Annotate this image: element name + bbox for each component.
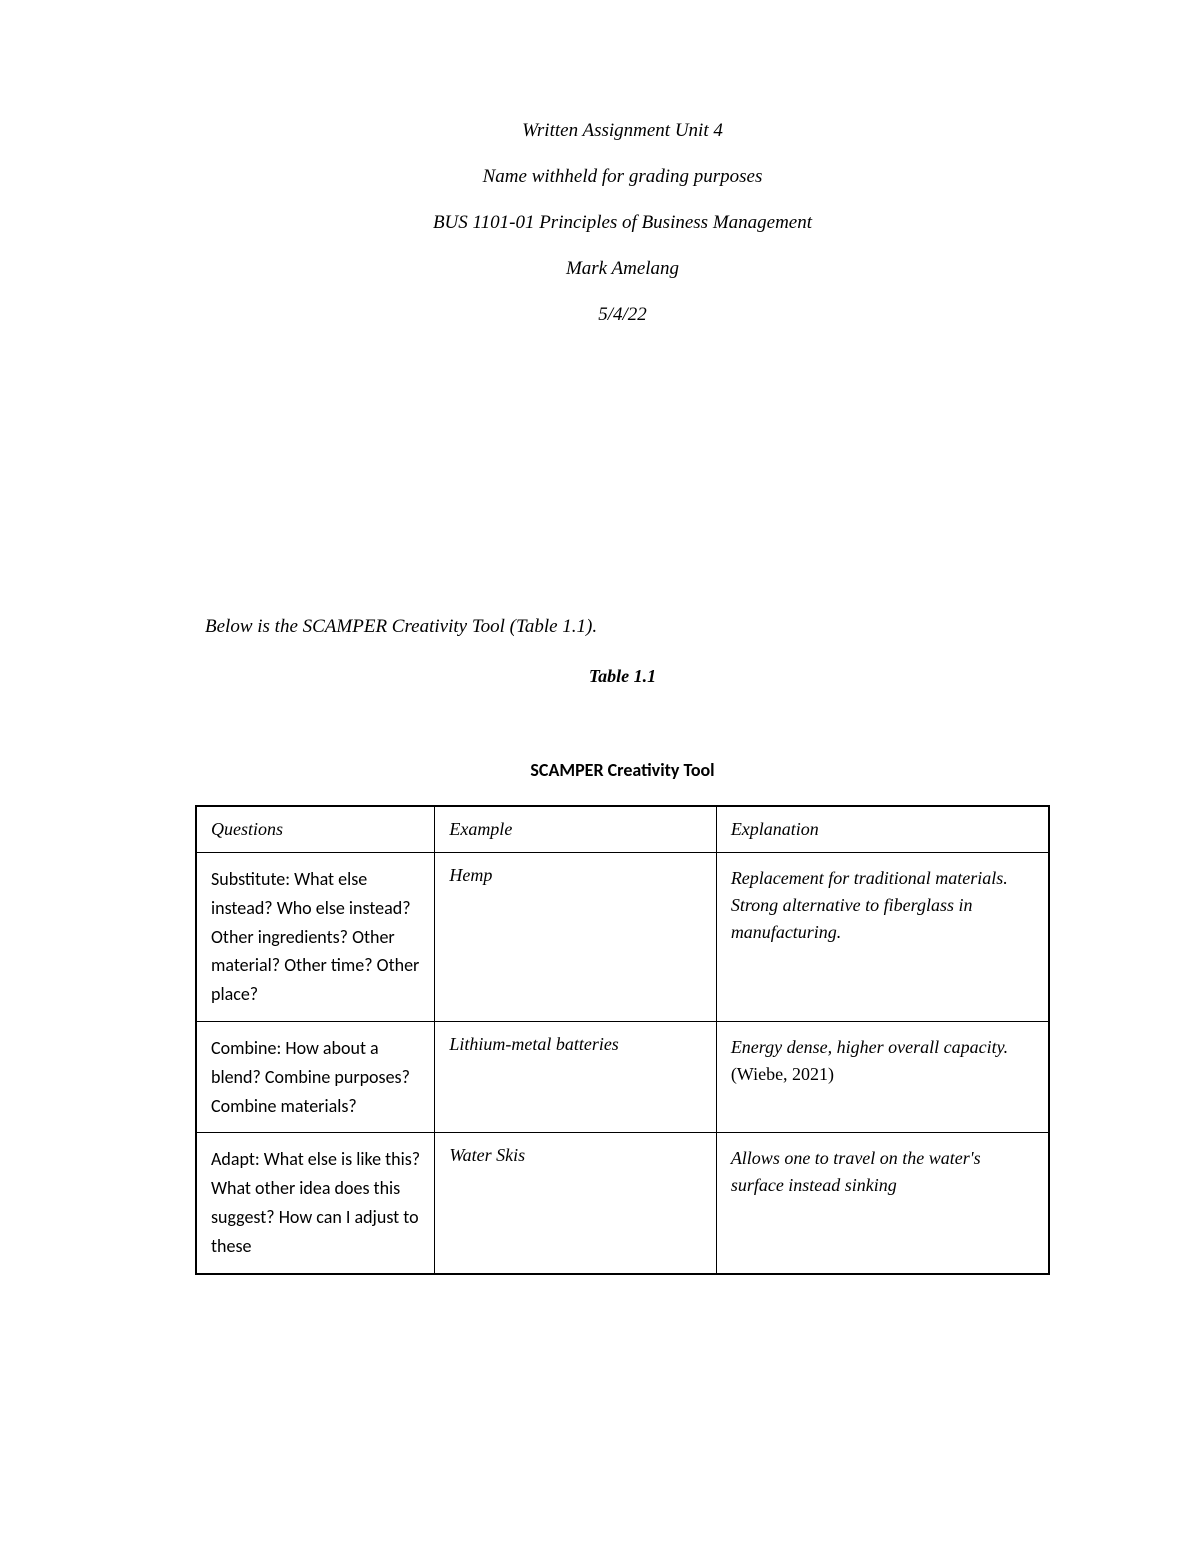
- table-title: SCAMPER Creativity Tool: [195, 759, 1050, 781]
- document-date: 5/4/22: [195, 304, 1050, 326]
- explanation-cell: Allows one to travel on the water's surf…: [716, 1133, 1049, 1274]
- example-cell: Lithium-metal batteries: [435, 1021, 716, 1132]
- table-header-row: Questions Example Explanation: [196, 806, 1049, 853]
- column-header-example: Example: [435, 806, 716, 853]
- question-cell: Combine: How about a blend? Combine purp…: [196, 1021, 435, 1132]
- assignment-title: Written Assignment Unit 4: [195, 120, 1050, 142]
- explanation-cell: Energy dense, higher overall capacity. (…: [716, 1021, 1049, 1132]
- question-cell: Substitute: What else instead? Who else …: [196, 853, 435, 1022]
- table-row: Substitute: What else instead? Who else …: [196, 853, 1049, 1022]
- table-label: Table 1.1: [195, 666, 1050, 687]
- instructor-name: Mark Amelang: [195, 258, 1050, 280]
- explanation-citation: (Wiebe, 2021): [731, 1064, 834, 1084]
- name-withheld: Name withheld for grading purposes: [195, 166, 1050, 188]
- scamper-table: Questions Example Explanation Substitute…: [195, 805, 1050, 1275]
- explanation-cell: Replacement for traditional materials. S…: [716, 853, 1049, 1022]
- column-header-questions: Questions: [196, 806, 435, 853]
- course-name: BUS 1101-01 Principles of Business Manag…: [195, 212, 1050, 234]
- question-cell: Adapt: What else is like this? What othe…: [196, 1133, 435, 1274]
- table-row: Adapt: What else is like this? What othe…: [196, 1133, 1049, 1274]
- column-header-explanation: Explanation: [716, 806, 1049, 853]
- table-row: Combine: How about a blend? Combine purp…: [196, 1021, 1049, 1132]
- document-header: Written Assignment Unit 4 Name withheld …: [195, 120, 1050, 326]
- intro-text: Below is the SCAMPER Creativity Tool (Ta…: [205, 616, 1050, 638]
- example-cell: Water Skis: [435, 1133, 716, 1274]
- explanation-italic: Energy dense, higher overall capacity.: [731, 1037, 1008, 1057]
- example-cell: Hemp: [435, 853, 716, 1022]
